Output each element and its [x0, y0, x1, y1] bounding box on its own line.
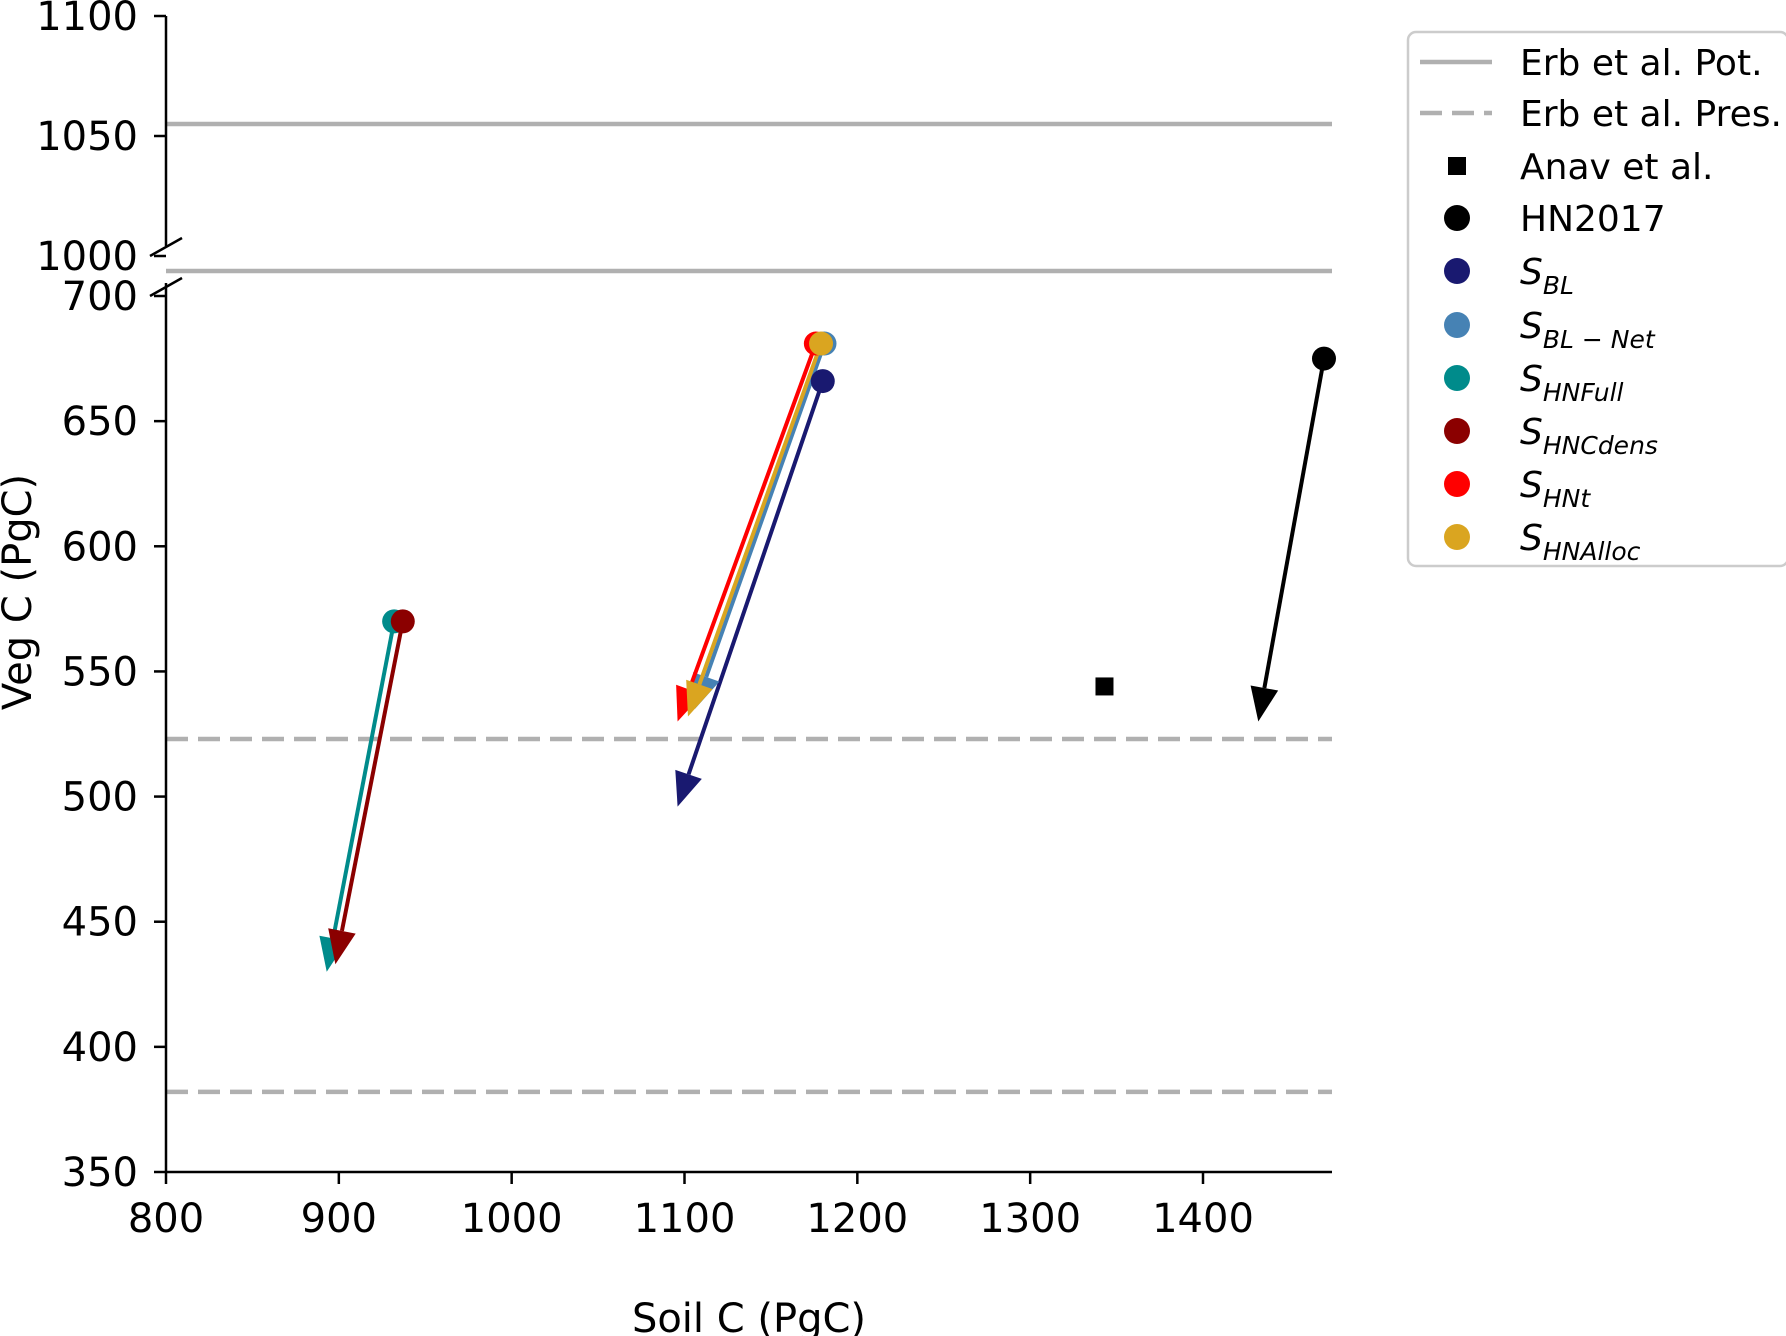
legend-label-s-hnalloc: SHNAlloc — [1520, 518, 1641, 566]
y-axis-label: Veg C (PgC) — [0, 474, 41, 710]
legend-marker-hn2017 — [1444, 205, 1470, 231]
legend-label-s-hncdens: SHNCdens — [1520, 412, 1658, 460]
legend-label-s-hnt: SHNt — [1520, 465, 1591, 513]
y-tick-label-1100: 1100 — [36, 0, 138, 40]
legend-marker-s-hnalloc — [1444, 524, 1470, 550]
legend-label-hn2017: HN2017 — [1520, 199, 1666, 240]
y-tick-label-450: 450 — [62, 900, 138, 946]
legend-label-s-hnfull: SHNFull — [1520, 359, 1624, 407]
y-tick-label-1000: 1000 — [36, 234, 138, 280]
y-tick-label-550: 550 — [62, 649, 138, 695]
anav-et-al-point — [1095, 677, 1114, 696]
arrow-shaft-s-bl-net — [704, 342, 827, 678]
legend-label-s-bl: SBL — [1520, 252, 1574, 300]
legend-marker-anav — [1448, 157, 1466, 175]
arrow-shaft-hn2017 — [1262, 358, 1326, 689]
legend-marker-s-hnfull — [1444, 365, 1470, 391]
arrow-shaft-s-bl — [686, 380, 825, 776]
x-tick-label-1300: 1300 — [979, 1196, 1081, 1242]
start-point-hn2017 — [1311, 346, 1336, 371]
arrow-head-s-hncdens — [328, 928, 356, 965]
y-tick-label-350: 350 — [62, 1150, 138, 1196]
legend-marker-s-bl — [1444, 258, 1470, 284]
legend-label-erb-pot: Erb et al. Pot. — [1520, 43, 1763, 84]
legend-box — [1406, 30, 1786, 568]
arrow-shaft-s-hnt — [687, 342, 818, 691]
arrow-head-hn2017 — [1250, 685, 1279, 722]
reference-lines — [166, 121, 1332, 1095]
axis-break-mark-bottom — [149, 276, 183, 298]
y-tick-label-700: 700 — [62, 274, 138, 320]
arrow-shaft-s-hnfull — [331, 620, 397, 939]
y-tick-label-400: 400 — [62, 1025, 138, 1071]
y-tick-label-650: 650 — [62, 399, 138, 445]
x-tick-label-1400: 1400 — [1152, 1196, 1254, 1242]
legend-marker-s-hncdens — [1444, 418, 1470, 444]
legend-marker-s-hnt — [1444, 471, 1470, 497]
arrow-shaft-s-hnalloc — [697, 342, 823, 686]
x-tick-label-1100: 1100 — [634, 1196, 736, 1242]
legend-label-erb-pres: Erb et al. Pres. — [1520, 94, 1782, 135]
x-tick-label-1000: 1000 — [461, 1196, 563, 1242]
start-point-s-hnalloc — [809, 331, 834, 356]
axis-break-mark-top — [149, 236, 183, 258]
data-marks — [319, 331, 1336, 972]
legend-label-anav: Anav et al. — [1520, 147, 1713, 188]
legend: Erb et al. Pot. Erb et al. Pres. Anav et a… — [1406, 30, 1786, 568]
start-point-s-hncdens — [390, 609, 415, 634]
y-tick-label-500: 500 — [62, 775, 138, 821]
y-tick-label-1050: 1050 — [36, 114, 138, 160]
y-tick-label-600: 600 — [62, 524, 138, 570]
arrow-head-s-bl — [675, 769, 702, 807]
x-tick-label-800: 800 — [128, 1196, 204, 1242]
legend-label-s-bl-net: SBL − Net — [1520, 306, 1656, 354]
x-tick-label-900: 900 — [301, 1196, 377, 1242]
legend-marker-s-bl-net — [1444, 312, 1470, 338]
axes: 800 900 1000 1100 1200 1300 1400 350 400 450 500 55… — [0, 0, 1332, 1336]
start-point-s-bl — [810, 369, 835, 394]
x-tick-label-1200: 1200 — [806, 1196, 908, 1242]
arrow-shaft-s-hncdens — [339, 620, 405, 932]
arrow-head-s-hnalloc — [686, 679, 713, 717]
x-axis-label: Soil C (PgC) — [632, 1296, 866, 1336]
